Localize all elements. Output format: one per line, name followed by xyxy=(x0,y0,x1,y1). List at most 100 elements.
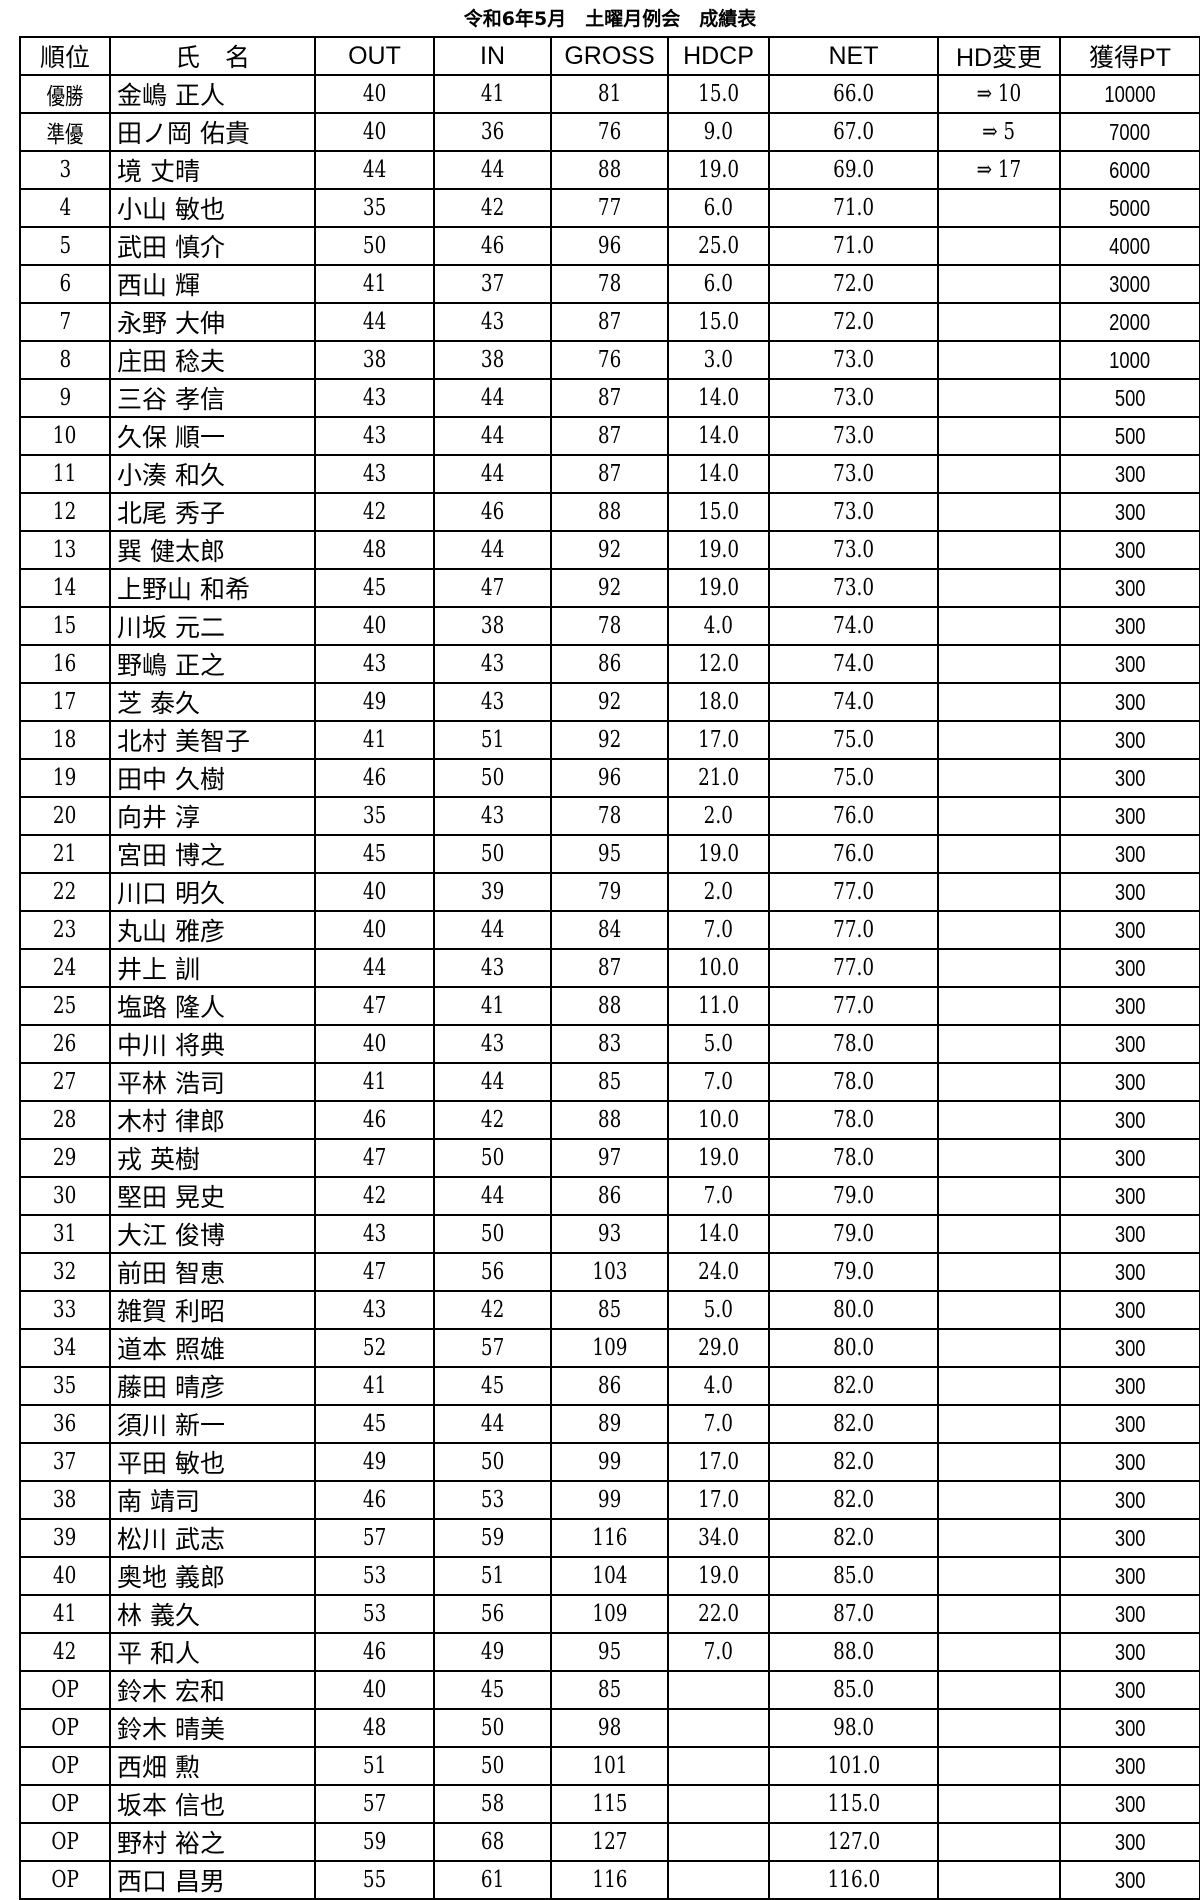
cell-text: 32 xyxy=(53,1259,77,1285)
cell-gross: 87 xyxy=(550,454,669,494)
cell-text: 41 xyxy=(362,727,387,753)
cell-out: 38 xyxy=(314,340,435,380)
cell-text: 82.0 xyxy=(833,1487,874,1513)
cell-out: 40 xyxy=(314,1670,435,1710)
cell-text: 5 xyxy=(59,233,71,259)
cell-net: 73.0 xyxy=(768,340,939,380)
cell-text: 44 xyxy=(480,537,505,563)
cell-name: 塩路 隆人 xyxy=(109,986,316,1026)
cell-text: 80.0 xyxy=(833,1297,874,1323)
cell-gross: 89 xyxy=(550,1404,669,1444)
cell-text: 7.0 xyxy=(703,1639,734,1665)
cell-text: 10 xyxy=(53,423,77,449)
table-row: OP 野村 裕之 59 68 127 127.0 300 xyxy=(19,1822,1200,1862)
cell-gross: 79 xyxy=(550,872,669,912)
cell-text: 49 xyxy=(362,1449,387,1475)
cell-text: 4 xyxy=(59,195,71,221)
cell-text: 87.0 xyxy=(833,1601,874,1627)
cell-hd-change xyxy=(937,834,1061,874)
cell-text: 7 xyxy=(59,309,71,335)
cell-text: 芝 泰久 xyxy=(117,689,200,718)
cell-name: 小湊 和久 xyxy=(109,454,316,494)
cell-text: 50 xyxy=(480,1145,505,1171)
table-row: 33 雑賀 利昭 43 42 85 5.0 80.0 300 xyxy=(19,1290,1200,1330)
cell-hdcp: 12.0 xyxy=(667,644,770,684)
cell-text: 87 xyxy=(597,955,622,981)
cell-in: 43 xyxy=(433,644,552,684)
cell-out: 48 xyxy=(314,1708,435,1748)
cell-net: 71.0 xyxy=(768,188,939,228)
cell-out: 40 xyxy=(314,74,435,114)
cell-hd-change xyxy=(937,340,1061,380)
column-header-net: NET xyxy=(768,36,939,76)
cell-text: 79.0 xyxy=(833,1183,874,1209)
cell-rank: 28 xyxy=(19,1100,111,1140)
cell-text: 300 xyxy=(1114,1790,1146,1817)
table-row: OP 鈴木 晴美 48 50 98 98.0 300 xyxy=(19,1708,1200,1748)
cell-gross: 92 xyxy=(550,682,669,722)
table-row: 42 平 和人 46 49 95 7.0 88.0 300 xyxy=(19,1632,1200,1672)
cell-text: 22.0 xyxy=(698,1601,739,1627)
cell-name: 平林 浩司 xyxy=(109,1062,316,1102)
cell-rank: 準優 xyxy=(19,112,111,152)
cell-text: 19.0 xyxy=(698,841,739,867)
cell-points: 300 xyxy=(1059,1860,1200,1900)
cell-text: 92 xyxy=(597,575,622,601)
cell-text: 79.0 xyxy=(833,1221,874,1247)
cell-hd-change xyxy=(937,948,1061,988)
cell-text: 藤田 晴彦 xyxy=(117,1373,225,1402)
cell-text: 4.0 xyxy=(703,613,734,639)
cell-in: 50 xyxy=(433,834,552,874)
cell-out: 59 xyxy=(314,1822,435,1862)
cell-text: 37 xyxy=(53,1449,77,1475)
cell-in: 50 xyxy=(433,1138,552,1178)
cell-out: 57 xyxy=(314,1784,435,1824)
cell-text: 前田 智恵 xyxy=(117,1259,225,1288)
cell-out: 35 xyxy=(314,796,435,836)
cell-text: 川口 明久 xyxy=(117,879,225,908)
cell-points: 300 xyxy=(1059,644,1200,684)
table-row: OP 鈴木 宏和 40 45 85 85.0 300 xyxy=(19,1670,1200,1710)
cell-rank: 14 xyxy=(19,568,111,608)
cell-gross: 83 xyxy=(550,1024,669,1064)
cell-hd-change xyxy=(937,416,1061,456)
cell-gross: 81 xyxy=(550,74,669,114)
cell-text: 93 xyxy=(597,1221,622,1247)
table-row: 優勝 金嶋 正人 40 41 81 15.0 66.0 ⇒ 10 10000 xyxy=(19,74,1200,114)
cell-points: 300 xyxy=(1059,986,1200,1026)
cell-rank: 36 xyxy=(19,1404,111,1444)
cell-text: 奥地 義郎 xyxy=(117,1563,225,1592)
cell-gross: 92 xyxy=(550,720,669,760)
cell-hd-change xyxy=(937,1518,1061,1558)
cell-text: 56 xyxy=(480,1259,505,1285)
cell-hd-change xyxy=(937,492,1061,532)
table-row: OP 坂本 信也 57 58 115 115.0 300 xyxy=(19,1784,1200,1824)
cell-text: 43 xyxy=(480,689,505,715)
cell-points: 500 xyxy=(1059,416,1200,456)
cell-text: 40 xyxy=(362,81,387,107)
cell-name: 野嶋 正之 xyxy=(109,644,316,684)
cell-text: 300 xyxy=(1114,1220,1146,1247)
cell-text: 77.0 xyxy=(833,917,874,943)
cell-text: 51 xyxy=(480,1563,505,1589)
cell-name: 木村 律郎 xyxy=(109,1100,316,1140)
cell-text: 44 xyxy=(480,917,505,943)
cell-text: 14.0 xyxy=(698,1221,739,1247)
cell-name: 田中 久樹 xyxy=(109,758,316,798)
cell-gross: 78 xyxy=(550,606,669,646)
cell-text: 17.0 xyxy=(698,727,739,753)
cell-text: 88 xyxy=(597,1107,622,1133)
cell-in: 43 xyxy=(433,682,552,722)
cell-in: 59 xyxy=(433,1518,552,1558)
cell-text: 戎 英樹 xyxy=(117,1145,200,1174)
cell-net: 76.0 xyxy=(768,834,939,874)
table-row: 13 巽 健太郎 48 44 92 19.0 73.0 300 xyxy=(19,530,1200,570)
cell-rank: 5 xyxy=(19,226,111,266)
cell-text: OP xyxy=(51,1791,79,1817)
cell-text: 300 xyxy=(1114,764,1146,791)
cell-points: 300 xyxy=(1059,758,1200,798)
cell-rank: 22 xyxy=(19,872,111,912)
cell-name: 三谷 孝信 xyxy=(109,378,316,418)
cell-text: 7.0 xyxy=(703,1069,734,1095)
cell-text: 42 xyxy=(53,1639,77,1665)
